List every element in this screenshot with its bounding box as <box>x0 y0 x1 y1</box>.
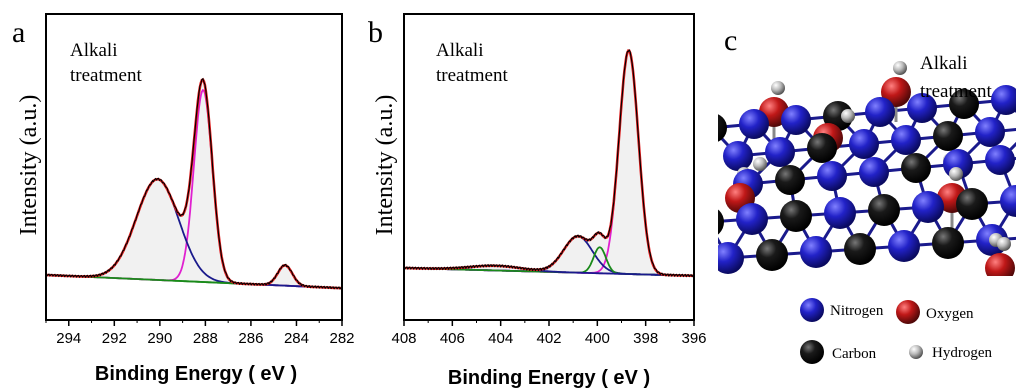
carbon-atom <box>718 114 727 142</box>
carbon-atom <box>901 153 931 183</box>
x-tick-label: 292 <box>102 330 127 347</box>
x-tick-label: 288 <box>193 330 218 347</box>
nitrogen-atom <box>1000 185 1016 217</box>
panel-label-c: c <box>724 24 737 57</box>
nitrogen-atom <box>739 109 769 139</box>
nitrogen-atom <box>736 203 768 235</box>
y-axis-label-b: Intensity (a.u.) <box>372 95 398 236</box>
nitrogen-atom <box>817 161 847 191</box>
annotation-a-line1: Alkali <box>70 40 118 61</box>
nitrogen-atom <box>718 242 744 274</box>
carbon-atom <box>933 121 963 151</box>
nitrogen-atom <box>991 85 1016 115</box>
raw-spectrum <box>404 49 694 278</box>
x-tick-label: 284 <box>284 330 309 347</box>
carbon-atom <box>956 188 988 220</box>
legend-item-oxygen: Oxygen <box>896 300 974 324</box>
panel-label-b: b <box>368 16 383 49</box>
x-axis-label-b: Binding Energy ( eV ) <box>448 367 650 388</box>
x-axis-ticks-a: 294 292 290 288 286 284 282 <box>45 320 355 347</box>
nitrogen-atom-icon <box>800 298 824 322</box>
hydrogen-atom <box>893 61 907 75</box>
x-tick-label: 400 <box>585 330 610 347</box>
x-tick-label: 406 <box>440 330 465 347</box>
nitrogen-atom <box>865 97 895 127</box>
carbon-atom <box>756 239 788 271</box>
legend-label-oxygen: Oxygen <box>926 306 974 322</box>
carbon-atom <box>949 89 979 119</box>
oxygen-atom-icon <box>896 300 920 324</box>
hydrogen-atom <box>949 167 963 181</box>
x-tick-label: 282 <box>329 330 354 347</box>
panel-b: b Intensity (a.u.) 408 406 404 402 400 398 396… <box>368 13 707 388</box>
legend-label-nitrogen: Nitrogen <box>830 303 884 319</box>
legend-label-hydrogen: Hydrogen <box>932 345 992 361</box>
nitrogen-atom <box>891 125 921 155</box>
annotation-a-line2: treatment <box>70 65 142 86</box>
hydrogen-atom <box>771 81 785 95</box>
carbon-atom-icon <box>800 340 824 364</box>
x-tick-label: 402 <box>536 330 561 347</box>
oxygen-atom <box>881 77 911 107</box>
annotation-c-line2: treatment <box>920 81 992 102</box>
x-tick-label: 398 <box>633 330 658 347</box>
bond <box>1014 201 1016 205</box>
nitrogen-atom <box>975 117 1005 147</box>
plot-area-b <box>404 49 694 278</box>
annotation-b-line1: Alkali <box>436 40 484 61</box>
carbon-atom <box>868 194 900 226</box>
y-axis-label-a: Intensity (a.u.) <box>16 95 42 236</box>
nitrogen-atom <box>985 145 1015 175</box>
panel-label-a: a <box>12 16 25 49</box>
hydrogen-atom <box>841 109 855 123</box>
x-axis-label-a: Binding Energy ( eV ) <box>95 363 297 385</box>
envelope-shading <box>46 79 342 289</box>
hydrogen-atom <box>997 237 1011 251</box>
nitrogen-atom <box>723 141 753 171</box>
legend-item-nitrogen: Nitrogen <box>800 298 884 322</box>
nitrogen-atom <box>765 137 795 167</box>
annotation-c-line1: Alkali <box>920 53 968 74</box>
nitrogen-atom <box>907 93 937 123</box>
raw-spectrum <box>46 77 342 290</box>
carbon-atom <box>718 209 724 235</box>
carbon-atom <box>932 227 964 259</box>
x-tick-label: 286 <box>238 330 263 347</box>
carbon-atom <box>780 200 812 232</box>
plot-area-a <box>46 77 342 290</box>
hydrogen-atom <box>753 157 767 171</box>
hydrogen-atom-icon <box>909 345 923 359</box>
nitrogen-atom <box>849 129 879 159</box>
carbon-nitride-structure <box>718 61 1016 276</box>
oxygen-atom <box>985 253 1015 276</box>
nitrogen-atom <box>912 191 944 223</box>
nitrogen-atom <box>859 157 889 187</box>
carbon-atom <box>775 165 805 195</box>
annotation-b-line2: treatment <box>436 65 508 86</box>
x-tick-label: 396 <box>681 330 706 347</box>
x-tick-label: 404 <box>488 330 513 347</box>
nitrogen-atom <box>888 230 920 262</box>
panel-c-molecular-model: c Alkali treatment Nitrogen Oxygen Carbo… <box>718 24 1016 364</box>
x-tick-label: 290 <box>147 330 172 347</box>
nitrogen-atom <box>781 105 811 135</box>
x-tick-label: 408 <box>391 330 416 347</box>
carbon-atom <box>807 133 837 163</box>
plot-frame-a <box>45 13 343 321</box>
nitrogen-atom <box>800 236 832 268</box>
legend-item-carbon: Carbon <box>800 340 877 364</box>
x-axis-ticks-b: 408 406 404 402 400 398 396 <box>391 320 707 347</box>
panel-a: a Intensity (a.u.) 294 292 290 288 286 284 282… <box>12 13 355 385</box>
carbon-atom <box>844 233 876 265</box>
legend-item-hydrogen: Hydrogen <box>909 345 992 361</box>
x-tick-label: 294 <box>56 330 81 347</box>
legend-label-carbon: Carbon <box>832 346 877 362</box>
nitrogen-atom <box>824 197 856 229</box>
